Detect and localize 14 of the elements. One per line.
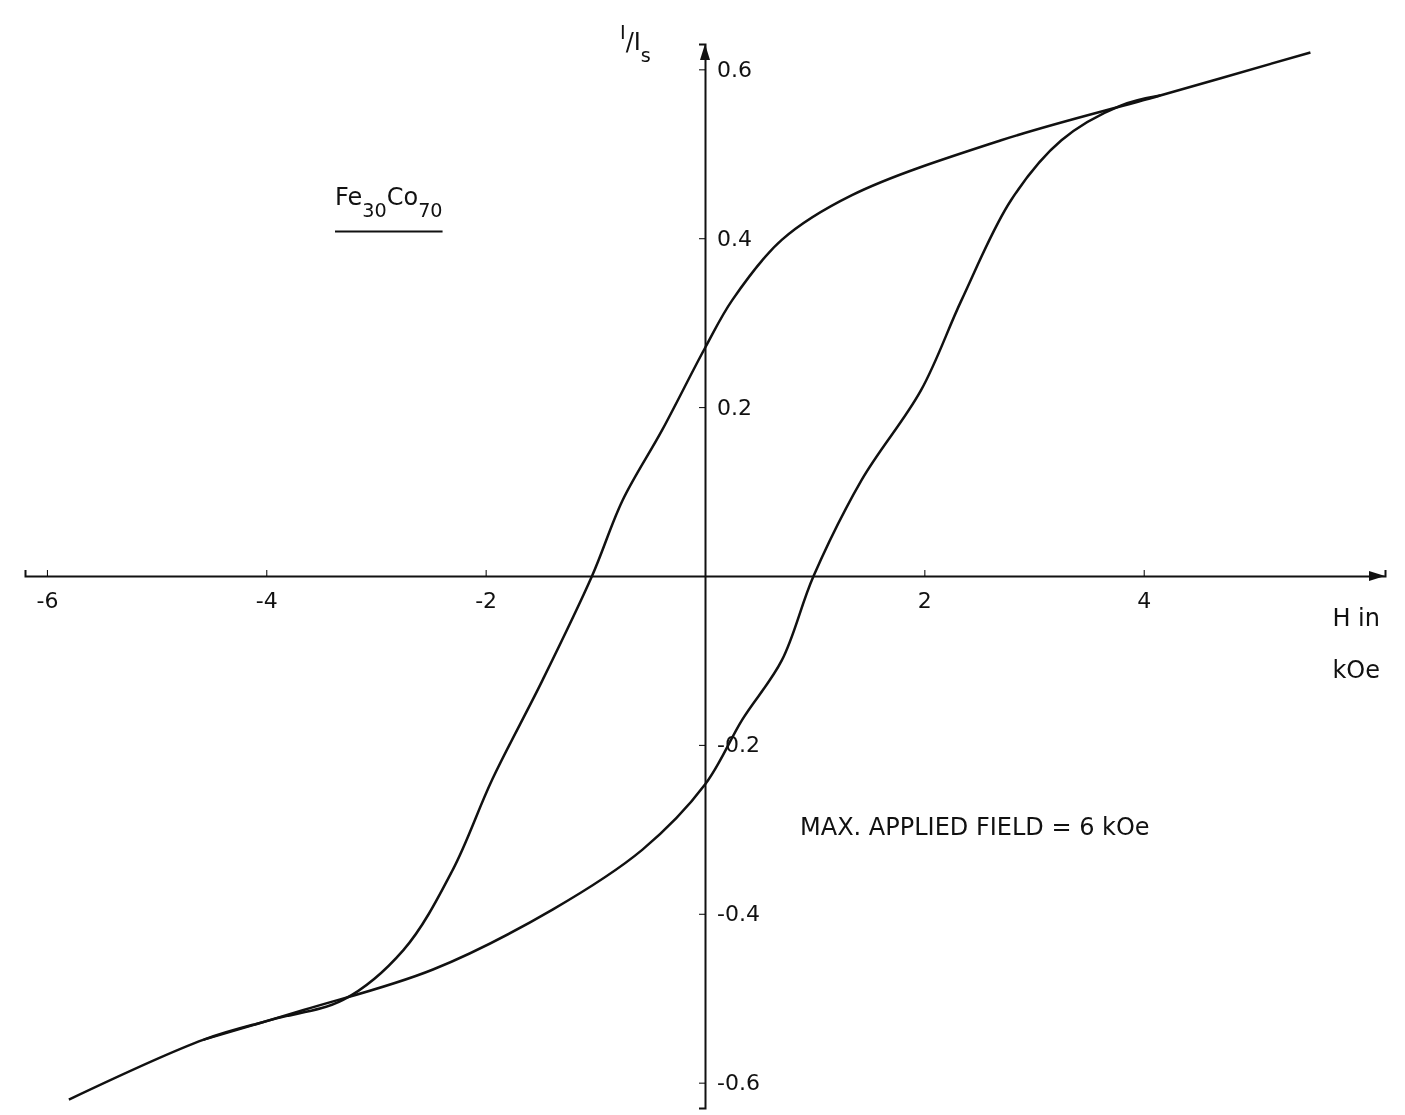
annotation: Fe$_{30}$Co$_{70}$ <box>335 183 443 222</box>
y-tick-label: 0.6 <box>717 56 752 82</box>
x-tick-label: -4 <box>255 587 278 613</box>
x-tick-label: 2 <box>917 587 932 613</box>
x-tick-label: -6 <box>36 587 59 613</box>
y-tick-label: -0.6 <box>717 1070 760 1096</box>
y-tick-label: 0.2 <box>717 394 752 420</box>
annotation: MAX. APPLIED FIELD = 6 kOe <box>800 813 1150 841</box>
y-axis-title: $^{I}$/I$_{s}$ <box>620 20 651 67</box>
x-tick-label: 4 <box>1137 587 1152 613</box>
y-tick-label: 0.4 <box>717 225 752 251</box>
y-tick-label: -0.4 <box>717 901 760 927</box>
x-tick-label: -2 <box>475 587 498 613</box>
x-axis-title: H in kOe <box>1332 604 1380 684</box>
